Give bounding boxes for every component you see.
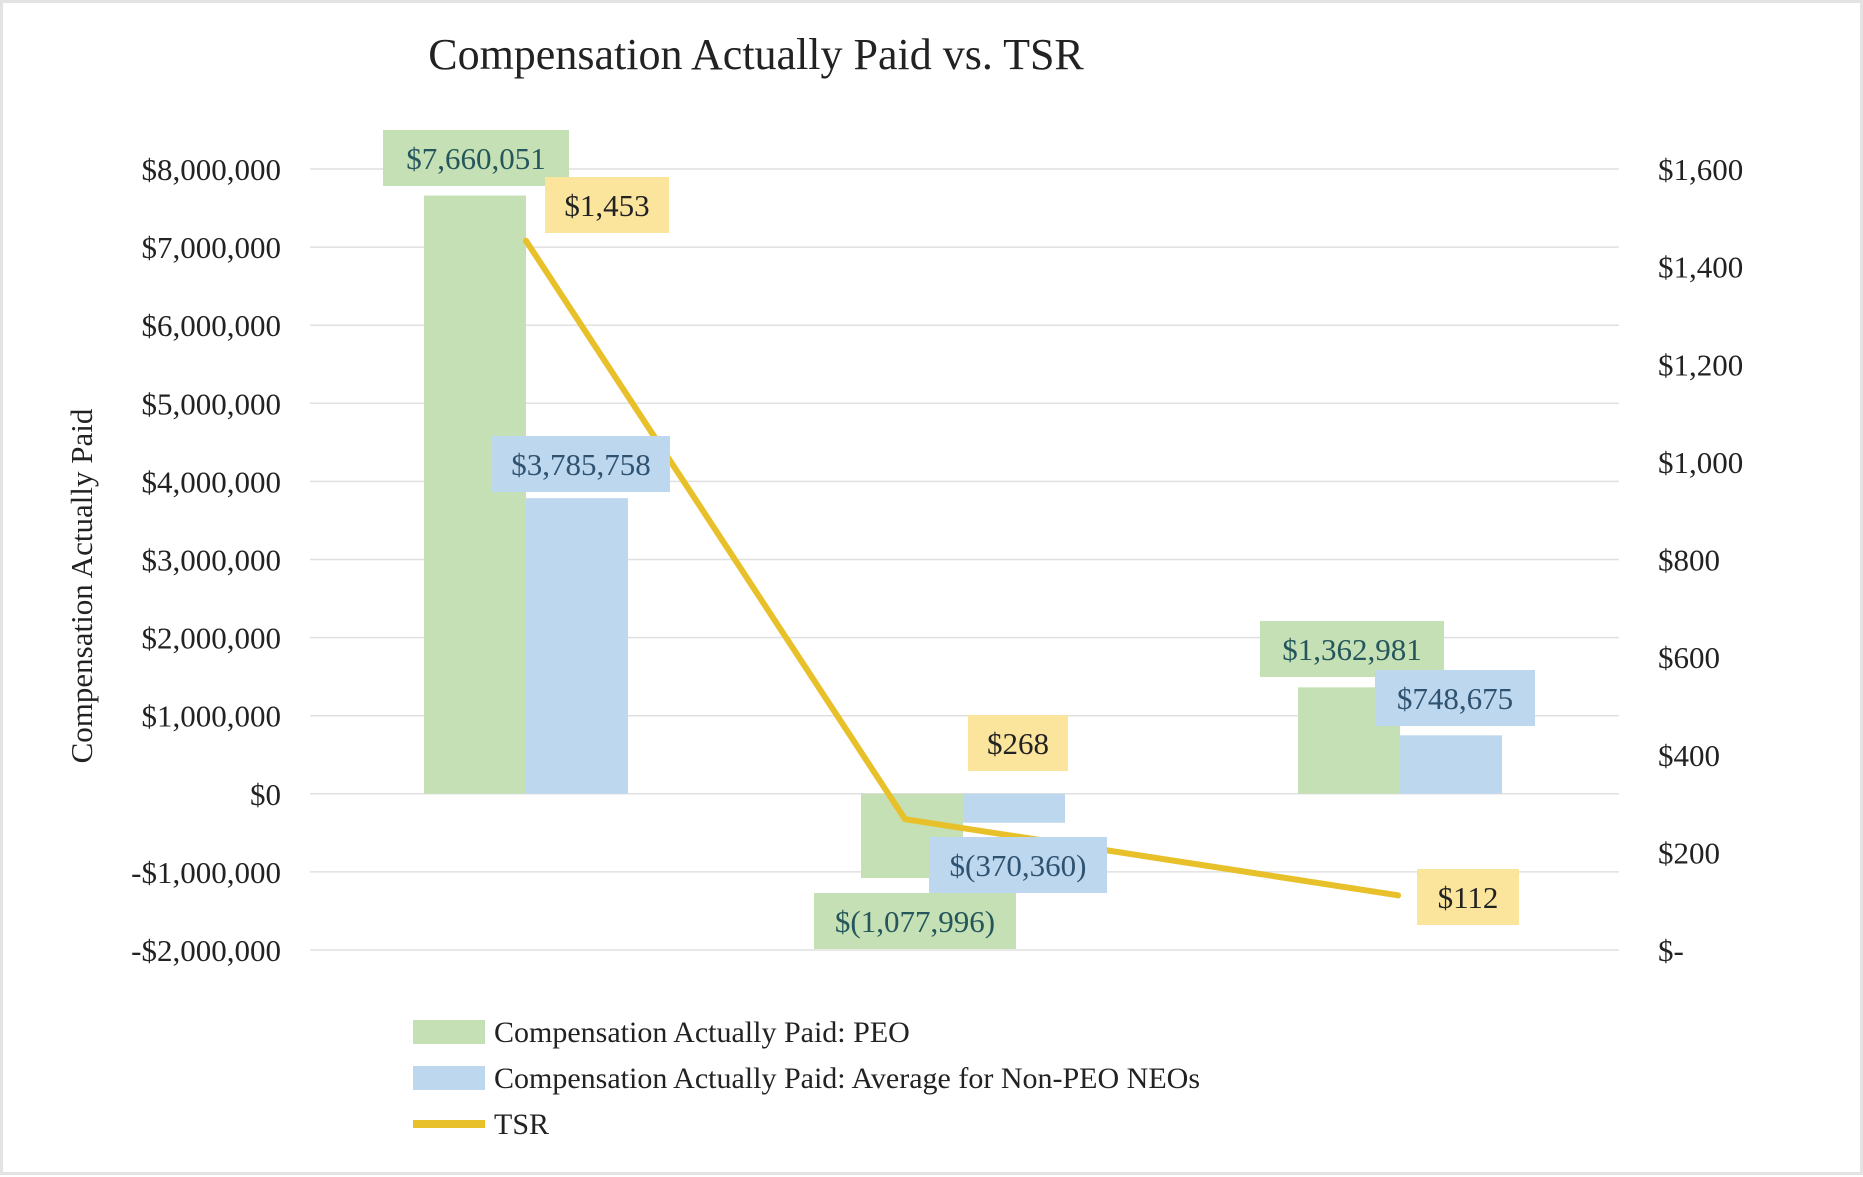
tsr-point bbox=[1395, 892, 1401, 899]
peo-data-label: $(1,077,996) bbox=[835, 904, 995, 939]
y2-tick-label: $1,000 bbox=[1658, 445, 1743, 480]
peo-data-label: $7,660,051 bbox=[406, 141, 546, 176]
legend-neo-label: Compensation Actually Paid: Average for … bbox=[494, 1062, 1200, 1095]
tsr-data-label-bg bbox=[1417, 869, 1519, 925]
y2-tick-label: $1,400 bbox=[1658, 250, 1743, 285]
y-tick-label: $5,000,000 bbox=[142, 386, 282, 421]
tsr-point bbox=[523, 237, 529, 244]
tsr-point bbox=[902, 816, 908, 823]
bars bbox=[424, 195, 1502, 878]
neo-data-label-bg bbox=[929, 837, 1107, 893]
y-tick-label: -$2,000,000 bbox=[131, 933, 281, 968]
y-tick-label: $2,000,000 bbox=[142, 621, 282, 656]
y-tick-label: $3,000,000 bbox=[142, 543, 282, 578]
y2-tick-label: $600 bbox=[1658, 640, 1720, 675]
neo-data-label: $3,785,758 bbox=[511, 447, 651, 482]
peo-data-label: $1,362,981 bbox=[1282, 632, 1422, 667]
tsr-data-label: $268 bbox=[987, 726, 1049, 761]
tsr-data-label: $112 bbox=[1438, 880, 1499, 915]
neo-bar bbox=[963, 793, 1065, 823]
tsr-data-label-bg bbox=[968, 715, 1068, 771]
tsr-data-label: $1,453 bbox=[564, 188, 649, 223]
tsr-data-label-bg bbox=[545, 177, 669, 233]
chart-svg: Compensation Actually Paid vs. TSR Compe… bbox=[64, 30, 1743, 1141]
tsr-line-layer bbox=[523, 237, 1401, 899]
y-tick-label: $8,000,000 bbox=[142, 152, 282, 187]
legend-tsr-label: TSR bbox=[494, 1108, 549, 1141]
peo-data-label-bg bbox=[1260, 621, 1444, 677]
legend-neo-swatch bbox=[413, 1066, 485, 1090]
y2-axis-ticks: $1,600 $1,400 $1,200 $1,000 $800 $600 $400 $200… bbox=[1658, 152, 1743, 968]
y-axis-ticks: $8,000,000 $7,000,000 $6,000,000 $5,000,000… bbox=[131, 152, 281, 968]
y-tick-label: $0 bbox=[250, 777, 281, 812]
y-tick-label: $1,000,000 bbox=[142, 699, 282, 734]
y2-tick-label: $400 bbox=[1658, 738, 1720, 773]
chart-title: Compensation Actually Paid vs. TSR bbox=[428, 30, 1084, 79]
neo-data-label: $(370,360) bbox=[950, 848, 1087, 883]
data-labels: $7,660,051 $(1,077,996) $1,362,981 $3,785,7… bbox=[383, 130, 1535, 949]
neo-data-label-bg bbox=[1375, 670, 1535, 726]
neo-bar bbox=[526, 498, 628, 794]
legend-peo-swatch bbox=[413, 1020, 485, 1044]
y-tick-label: $7,000,000 bbox=[142, 230, 282, 265]
y2-tick-label: $200 bbox=[1658, 835, 1720, 870]
y-tick-label: $6,000,000 bbox=[142, 308, 282, 343]
legend: Compensation Actually Paid: PEO Compensat… bbox=[413, 1016, 1200, 1141]
peo-data-label-bg bbox=[383, 130, 569, 186]
peo-data-label-bg bbox=[814, 893, 1016, 949]
y2-tick-label: $800 bbox=[1658, 543, 1720, 578]
y2-tick-label: $1,600 bbox=[1658, 152, 1743, 187]
y-tick-label: -$1,000,000 bbox=[131, 855, 281, 890]
neo-data-label: $748,675 bbox=[1397, 681, 1513, 716]
y2-tick-label: $1,200 bbox=[1658, 347, 1743, 382]
legend-peo-label: Compensation Actually Paid: PEO bbox=[494, 1016, 910, 1049]
neo-data-label-bg bbox=[492, 436, 670, 492]
y2-tick-label: $- bbox=[1658, 933, 1684, 968]
neo-bar bbox=[1400, 735, 1502, 794]
y-tick-label: $4,000,000 bbox=[142, 464, 282, 499]
peo-bar bbox=[424, 195, 526, 794]
y-axis-label: Compensation Actually Paid bbox=[64, 408, 99, 763]
